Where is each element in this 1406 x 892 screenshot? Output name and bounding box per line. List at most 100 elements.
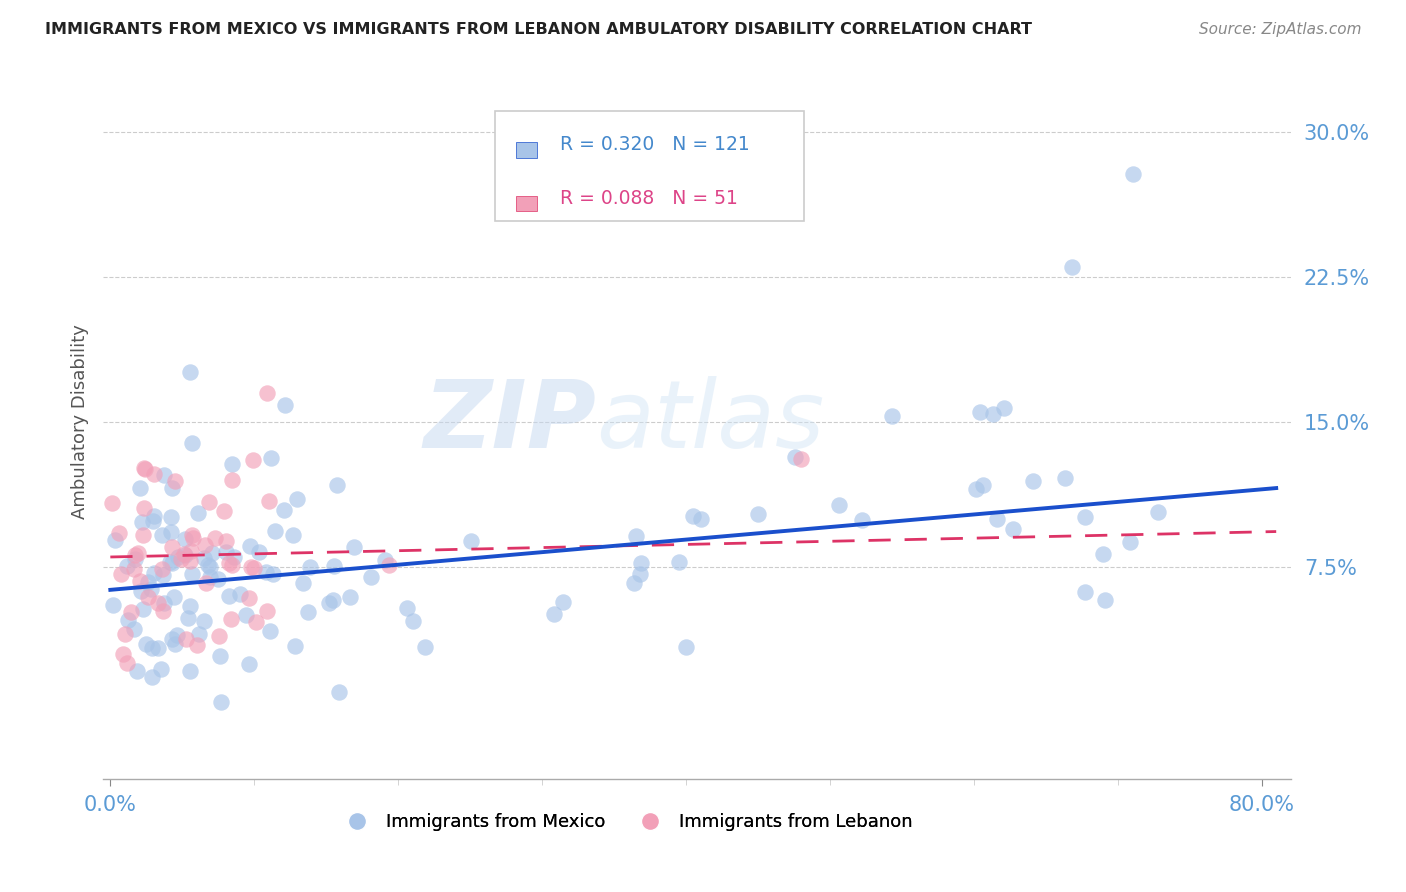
Point (1074, 509, 1097, 524)
Point (160, 556, 183, 570)
Point (194, 539, 217, 553)
Point (163, 590, 186, 604)
Point (689, 511, 711, 525)
Point (259, 451, 281, 466)
Point (630, 556, 652, 570)
Point (181, 531, 204, 545)
Point (159, 524, 181, 539)
Point (553, 595, 575, 609)
Point (1074, 585, 1097, 599)
Point (181, 436, 204, 450)
Point (328, 685, 350, 699)
Point (201, 546, 224, 560)
Point (209, 695, 232, 709)
Text: IMMIGRANTS FROM MEXICO VS IMMIGRANTS FROM LEBANON AMBULATORY DISABILITY CORRELAT: IMMIGRANTS FROM MEXICO VS IMMIGRANTS FRO… (45, 22, 1032, 37)
Point (134, 461, 156, 475)
Point (402, 615, 425, 629)
Point (972, 477, 994, 491)
Point (166, 627, 188, 641)
Point (152, 604, 174, 618)
Point (323, 558, 346, 573)
Point (150, 528, 173, 542)
Point (343, 540, 366, 554)
Point (208, 649, 231, 664)
Point (245, 615, 267, 629)
Point (142, 515, 165, 529)
Point (150, 562, 173, 576)
Point (828, 498, 851, 512)
FancyBboxPatch shape (495, 111, 804, 221)
Point (159, 555, 181, 569)
Point (221, 473, 243, 487)
Point (851, 513, 873, 527)
Point (125, 664, 148, 678)
Point (141, 670, 163, 684)
Point (1060, 260, 1083, 274)
Point (264, 524, 287, 539)
Point (326, 478, 349, 492)
Point (212, 504, 235, 518)
Point (790, 451, 813, 466)
Point (101, 598, 124, 612)
Point (180, 528, 202, 542)
Point (207, 572, 229, 586)
Point (163, 474, 186, 488)
Point (141, 582, 163, 596)
Point (170, 552, 193, 566)
Point (682, 509, 704, 524)
Point (318, 596, 340, 610)
Point (110, 567, 132, 582)
Point (218, 589, 240, 603)
Point (150, 662, 173, 676)
Point (159, 509, 181, 524)
Point (1053, 471, 1076, 485)
Point (229, 587, 252, 601)
Point (187, 507, 209, 521)
Point (285, 491, 308, 506)
Point (142, 467, 165, 481)
Point (1147, 505, 1170, 519)
Point (374, 552, 396, 566)
Point (257, 493, 280, 508)
Point (215, 533, 238, 548)
Point (131, 601, 153, 615)
Point (981, 407, 1004, 421)
Point (179, 664, 201, 678)
Point (152, 468, 174, 483)
Y-axis label: Ambulatory Disability: Ambulatory Disability (72, 324, 89, 519)
Point (297, 605, 319, 619)
Point (238, 657, 260, 671)
Point (115, 657, 138, 671)
Point (127, 546, 149, 560)
Point (1094, 593, 1116, 607)
Point (880, 409, 903, 423)
Point (969, 405, 991, 419)
Point (177, 611, 200, 625)
Point (146, 596, 169, 610)
Legend: Immigrants from Mexico, Immigrants from Lebanon: Immigrants from Mexico, Immigrants from … (332, 805, 920, 838)
Point (256, 604, 278, 618)
Point (180, 543, 202, 558)
Point (993, 401, 1015, 416)
Point (173, 547, 195, 561)
Point (235, 608, 257, 623)
Point (101, 496, 124, 510)
Point (132, 501, 155, 516)
Point (108, 525, 131, 540)
Text: Source: ZipAtlas.com: Source: ZipAtlas.com (1198, 22, 1361, 37)
Point (322, 593, 344, 607)
Point (167, 549, 190, 564)
Point (128, 481, 150, 495)
Point (124, 562, 146, 576)
Point (198, 495, 221, 509)
Point (986, 512, 1008, 526)
Point (259, 624, 281, 638)
Point (299, 560, 322, 574)
Point (247, 545, 270, 559)
Point (131, 528, 153, 542)
Point (239, 539, 262, 553)
Point (218, 556, 240, 570)
Text: ZIP: ZIP (423, 376, 596, 467)
Point (142, 566, 165, 581)
Point (128, 574, 150, 589)
